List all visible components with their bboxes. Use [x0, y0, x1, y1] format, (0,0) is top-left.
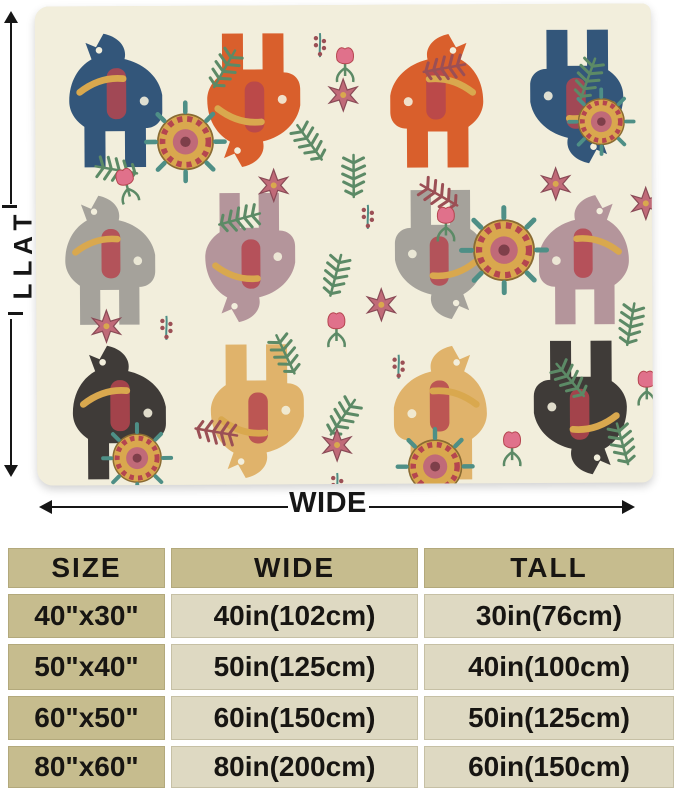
table-cell-tall: 60in(150cm): [424, 746, 674, 788]
blanket-pattern-image: [34, 3, 654, 486]
arrow-line: [10, 21, 12, 204]
col-header-size: SIZE: [8, 548, 165, 588]
arrowhead-down-icon: [4, 465, 18, 477]
size-chart-table: SIZE WIDE TALL 40"x30" 40in(102cm) 30in(…: [8, 548, 674, 788]
arrowhead-right-icon: [622, 500, 635, 514]
table-cell-tall: 40in(100cm): [424, 644, 674, 690]
arrow-line-cap: [2, 205, 17, 208]
table-cell-size: 60"x50": [8, 696, 165, 740]
arrowhead-left-icon: [39, 500, 52, 514]
arrow-line: [369, 506, 623, 508]
col-header-tall: TALL: [424, 548, 674, 588]
table-cell-size: 50"x40": [8, 644, 165, 690]
wide-dimension-label: WIDE: [289, 487, 367, 519]
blanket-pattern-svg: [34, 3, 654, 486]
arrow-line: [10, 319, 12, 466]
table-cell-wide: 50in(125cm): [171, 644, 418, 690]
col-header-wide: WIDE: [171, 548, 418, 588]
arrowhead-up-icon: [4, 11, 18, 23]
arrow-line-cap: [8, 312, 23, 315]
arrow-line: [51, 506, 288, 508]
table-cell-tall: 30in(76cm): [424, 594, 674, 638]
table-cell-size: 40"x30": [8, 594, 165, 638]
table-cell-wide: 40in(102cm): [171, 594, 418, 638]
table-cell-size: 80"x60": [8, 746, 165, 788]
table-cell-wide: 60in(150cm): [171, 696, 418, 740]
table-cell-wide: 80in(200cm): [171, 746, 418, 788]
table-cell-tall: 50in(125cm): [424, 696, 674, 740]
